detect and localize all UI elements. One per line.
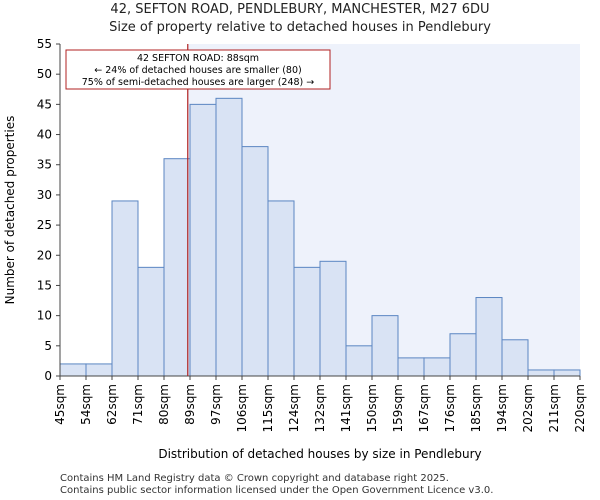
footer-copyright: Contains HM Land Registry data © Crown c… [60,473,449,484]
bar-97sqm [215,97,243,377]
bars-group [59,97,581,377]
bar-185sqm [475,297,503,377]
y-ticks-group: 0 5 10 15 20 25 30 35 40 45 50 55 [37,37,60,383]
annotation-frame [65,49,331,90]
y-tick-label: 15 [37,278,52,292]
x-ticks-group: 45sqm 54sqm 62sqm 71sqm 80sqm 89sqm 97sqm 106sq… [53,376,587,432]
bar-115sqm [267,200,295,377]
x-tick-label: 202sqm [521,384,535,432]
bar-159sqm [397,357,425,377]
x-tick-label: 54sqm [79,384,93,425]
bar-141sqm [345,345,373,377]
annotation-box: 42 SEFTON ROAD: 88sqm ← 24% of detached … [65,49,331,90]
y-tick-label: 45 [37,97,52,111]
bar-80sqm [163,158,191,377]
x-tick-label: 115sqm [261,384,275,432]
y-tick-label: 25 [37,218,52,232]
x-tick-label: 176sqm [443,384,457,432]
bar-71sqm [137,266,165,377]
annotation-line-3: 75% of semi-detached houses are larger (… [82,77,315,88]
bar-202sqm [527,369,555,377]
y-tick-label: 0 [44,369,52,383]
y-tick-label: 10 [37,309,52,323]
x-tick-label: 194sqm [495,384,509,432]
annotation-line-2: ← 24% of detached houses are smaller (80… [94,65,301,76]
x-tick-label: 106sqm [235,384,249,432]
bar-150sqm [371,315,399,377]
annotation-line-1: 42 SEFTON ROAD: 88sqm [137,53,259,64]
y-tick-label: 20 [37,248,52,262]
x-axis-label: Distribution of detached houses by size … [158,447,481,461]
bar-54sqm [85,363,113,377]
y-tick-label: 40 [37,128,52,142]
x-tick-label: 89sqm [183,384,197,425]
x-tick-label: 211sqm [547,384,561,432]
x-tick-label: 220sqm [573,384,587,432]
bar-106sqm [241,146,269,377]
y-tick-label: 55 [37,37,52,51]
x-tick-label: 80sqm [157,384,171,425]
x-tick-label: 185sqm [469,384,483,432]
bar-167sqm [423,357,451,377]
x-tick-label: 141sqm [339,384,353,432]
chart-title: Size of property relative to detached ho… [109,20,491,35]
bar-45sqm [59,363,87,377]
x-tick-label: 159sqm [391,384,405,432]
bar-62sqm [111,200,139,377]
x-tick-label: 150sqm [365,384,379,432]
footer-licence: Contains public sector information licen… [60,485,494,496]
x-tick-label: 97sqm [209,384,223,425]
y-tick-label: 5 [44,339,52,353]
y-axis-label: Number of detached properties [3,116,17,305]
bar-89sqm [189,103,217,377]
y-tick-label: 30 [37,188,52,202]
x-tick-label: 62sqm [105,384,119,425]
bar-124sqm [293,266,321,377]
bar-194sqm [501,339,529,377]
x-tick-label: 71sqm [131,384,145,425]
x-tick-label: 132sqm [313,384,327,432]
chart-title-address: 42, SEFTON ROAD, PENDLEBURY, MANCHESTER,… [110,2,490,17]
y-tick-label: 35 [37,158,52,172]
x-tick-label: 45sqm [53,384,67,425]
x-tick-label: 124sqm [287,384,301,432]
x-tick-label: 167sqm [417,384,431,432]
y-tick-label: 50 [37,67,52,81]
bar-211sqm [553,369,581,377]
bar-132sqm [319,260,347,377]
bar-176sqm [449,333,477,377]
